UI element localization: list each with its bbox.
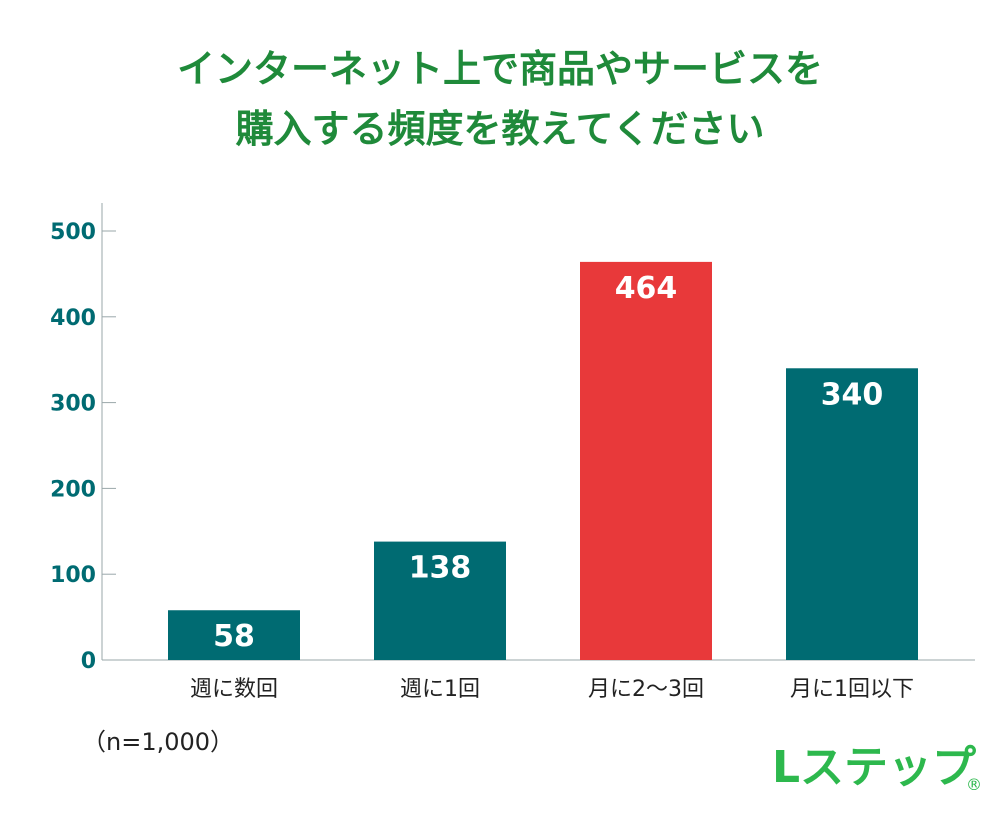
y-tick-label: 0: [81, 649, 96, 674]
y-tick-label: 200: [50, 477, 96, 502]
bar: [580, 261, 712, 660]
x-tick-label: 月に1回以下: [790, 677, 914, 702]
chart-title-line1: インターネット上で商品やサービスを: [176, 47, 823, 91]
y-tick-label: 400: [50, 306, 96, 331]
x-tick-label: 月に2〜3回: [588, 677, 704, 702]
y-axis: 0 100 200 300 400 500: [50, 203, 975, 674]
bars: 58 138 464 340: [168, 261, 918, 660]
sample-size-note: （n=1,000）: [82, 728, 235, 756]
bar-value-label: 340: [821, 377, 884, 412]
bar: [786, 368, 918, 660]
bar-value-label: 58: [213, 619, 255, 654]
y-tick-label: 300: [50, 392, 96, 417]
bar-value-label: 464: [615, 271, 678, 306]
x-tick-label: 週に1回: [400, 677, 480, 702]
y-tick-label: 100: [50, 563, 96, 588]
x-axis-labels: 週に数回 週に1回 月に2〜3回 月に1回以下: [190, 677, 914, 702]
bar: [374, 541, 506, 660]
logo-registered-mark: ®: [966, 775, 982, 794]
bar: [168, 610, 300, 660]
bar-value-label: 138: [409, 551, 472, 586]
y-tick-label: 500: [50, 220, 96, 245]
chart-title-line2: 購入する頻度を教えてください: [235, 107, 765, 151]
x-tick-label: 週に数回: [190, 677, 278, 702]
logo-text: Lステップ: [772, 742, 976, 793]
lstep-logo: Lステップ ®: [771, 741, 982, 794]
